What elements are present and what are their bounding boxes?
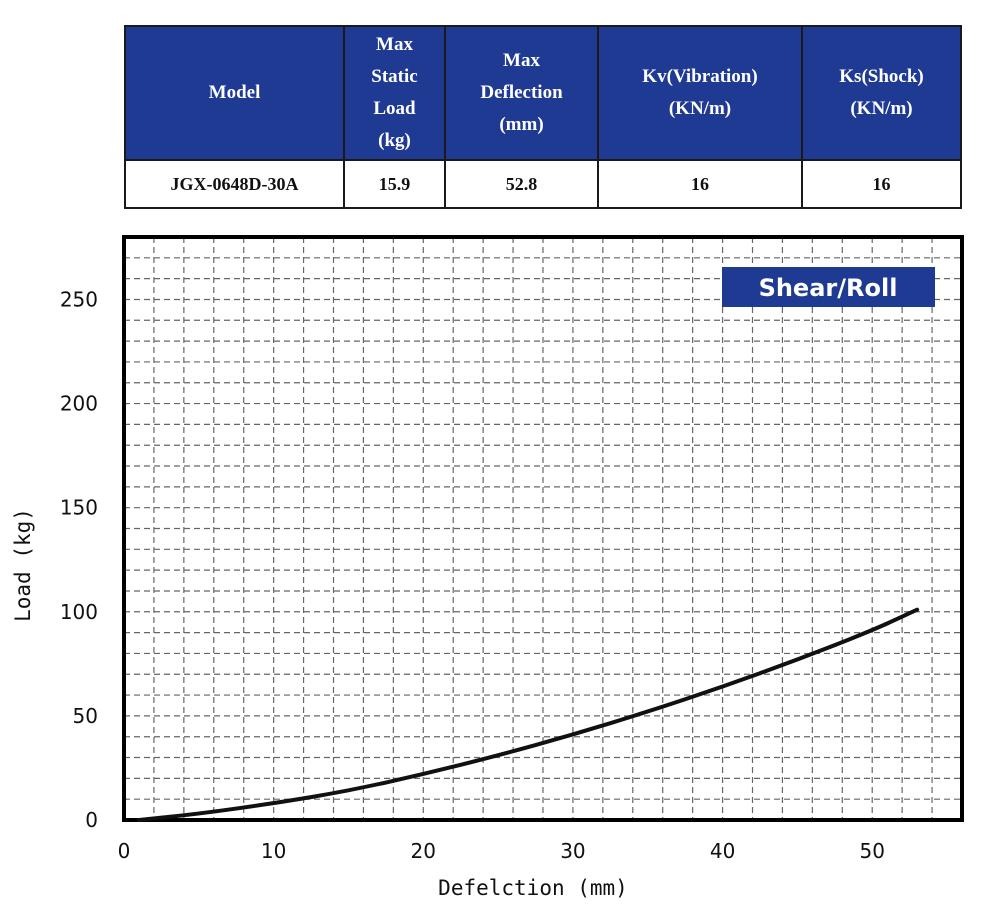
cell-ks: 16 xyxy=(801,159,962,209)
x-tick-label: 10 xyxy=(261,839,286,863)
x-tick-label: 0 xyxy=(118,839,131,863)
header-model: Model xyxy=(124,25,345,161)
shear-roll-badge: Shear/Roll xyxy=(722,267,935,307)
spec-header-row: Model Max Static Load (kg) Max Deflection (mm… xyxy=(124,25,962,161)
header-max-deflection: Max Deflection (mm) xyxy=(444,25,599,161)
cell-max-static-load: 15.9 xyxy=(343,159,446,209)
badge-bg xyxy=(722,267,935,307)
x-tick-label: 20 xyxy=(411,839,436,863)
y-tick-label: 150 xyxy=(60,496,98,520)
plot-frame xyxy=(122,235,964,822)
x-tick-label: 50 xyxy=(859,839,884,863)
badge-label: Shear/Roll xyxy=(759,274,898,302)
cell-max-deflection: 52.8 xyxy=(444,159,599,209)
y-tick-label: 250 xyxy=(60,287,98,311)
x-tick-label: 40 xyxy=(710,839,735,863)
x-axis-title: Defelction (mm) xyxy=(438,876,628,900)
header-max-static-load: Max Static Load (kg) xyxy=(343,25,446,161)
y-tick-label: 200 xyxy=(60,392,98,416)
cell-kv: 16 xyxy=(597,159,803,209)
y-tick-label: 0 xyxy=(85,808,98,832)
cell-model: JGX-0648D-30A xyxy=(124,159,345,209)
load-deflection-chart: 0 10 20 30 40 50 0 50 100 150 200 250 Shear/Roll De… xyxy=(11,235,964,900)
chart-grid xyxy=(124,237,962,820)
y-axis-title: Load (kg) xyxy=(11,508,35,622)
spec-data-row: JGX-0648D-30A 15.9 52.8 16 16 xyxy=(124,159,962,209)
y-tick-label: 100 xyxy=(60,600,98,624)
header-ks-shock: Ks(Shock) (KN/m) xyxy=(801,25,962,161)
spec-table: Model Max Static Load (kg) Max Deflection (mm… xyxy=(124,25,962,209)
load-curve xyxy=(136,607,920,822)
x-tick-label: 30 xyxy=(560,839,585,863)
y-tick-label: 50 xyxy=(73,704,98,728)
header-kv-vibration: Kv(Vibration) (KN/m) xyxy=(597,25,803,161)
tick-labels: 0 10 20 30 40 50 0 50 100 150 200 250 xyxy=(60,287,885,863)
